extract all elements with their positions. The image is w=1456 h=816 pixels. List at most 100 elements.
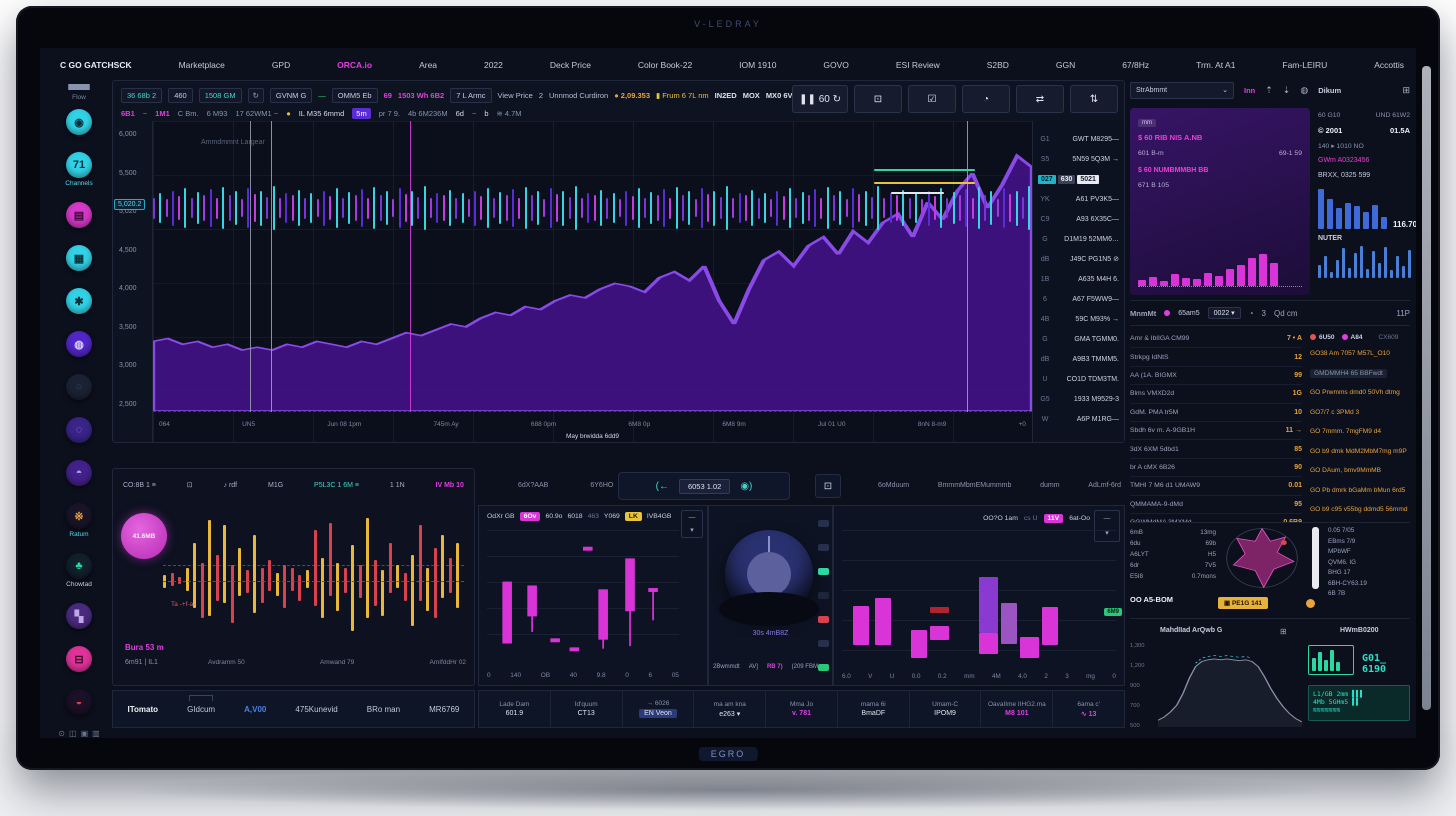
rail-icon[interactable]: ▤	[66, 202, 92, 228]
indicator-pill[interactable]	[818, 520, 829, 527]
toolbar-chip[interactable]: ● 2,09.353	[614, 90, 650, 100]
nav-item[interactable]: Deck Price	[549, 60, 591, 70]
toolbar-chip[interactable]: ↻	[247, 87, 264, 103]
order-book-row[interactable]: W A6P M1RG—	[1033, 409, 1124, 429]
bottom-tab[interactable]: MR6769	[429, 704, 460, 714]
toolbar-button[interactable]: ☑	[908, 85, 956, 113]
order-book-row[interactable]: 6 A67 F5WW9—	[1033, 289, 1124, 309]
pager-prev-icon[interactable]: (←	[655, 480, 669, 492]
order-book-row[interactable]: G D1M19 52MM6…	[1033, 229, 1124, 249]
market-table-row[interactable]: GGWMdMA 3MXMd 0.6B9	[1130, 514, 1302, 522]
clock-icon[interactable]: ◔	[1248, 308, 1254, 318]
pager-next-icon[interactable]: ◉)	[740, 480, 753, 492]
columns-icon[interactable]: 11P	[1396, 308, 1410, 318]
market-select[interactable]: 0022 ▾	[1207, 307, 1241, 319]
toolbar-chip[interactable]: 36 68b 2	[121, 87, 163, 103]
indicator-pill[interactable]	[818, 568, 829, 575]
nav-item[interactable]: Trm. At A1	[1196, 60, 1236, 70]
order-book-row[interactable]: S5 5N59 5Q3M →	[1033, 149, 1124, 169]
nav-item[interactable]: GPD	[271, 60, 291, 70]
rail-icon[interactable]: ○	[66, 374, 92, 400]
toolbar-chip[interactable]: View Price	[497, 90, 533, 100]
toolbar-chip[interactable]: 69	[383, 90, 392, 100]
search-input[interactable]: StrAbmmt ⌄	[1130, 81, 1234, 99]
toolbar-chip[interactable]: MX0 6VB	[765, 90, 798, 100]
rail-item[interactable]: ⊟	[66, 646, 92, 674]
rail-item[interactable]: ◉	[66, 109, 92, 137]
market-table-row[interactable]: GdM. PMA tr5M 10	[1130, 404, 1302, 422]
balance-badge[interactable]: 41.6MB	[121, 513, 167, 559]
order-book-row[interactable]: C9 A93 6X35C—	[1033, 209, 1124, 229]
nav-item[interactable]: Marketplace	[178, 60, 225, 70]
market-table-row[interactable]: AA (1A. BIGMX 99	[1130, 367, 1302, 386]
indicator-pill[interactable]	[818, 640, 829, 647]
market-table-row[interactable]: Amr & IblIGA CM99 7 • A	[1130, 330, 1302, 349]
nav-item[interactable]: ESI Review	[895, 60, 940, 70]
toolbar-chip[interactable]: 2	[538, 90, 543, 100]
indicator-pill[interactable]	[818, 664, 829, 671]
pager-action-button[interactable]: ⊡	[815, 474, 841, 498]
feed-row[interactable]: GO Prwmms dmd0 50Vh dtmg	[1310, 383, 1410, 403]
market-table-row[interactable]: 3dX 6XM 5dbd1 85	[1130, 440, 1302, 459]
rail-icon[interactable]: ▚	[66, 603, 92, 629]
market-table-row[interactable]: TMHI 7 M6 d1 UMAW9 0.01	[1130, 477, 1302, 496]
order-book-row[interactable]: G1 GWT M8295—	[1033, 129, 1124, 149]
rail-item[interactable]: ▤	[66, 202, 92, 230]
rail-icon[interactable]: ✱	[66, 288, 92, 314]
bottom-tab[interactable]: GIdcum	[185, 694, 217, 718]
rail-item[interactable]: ♣ Chowtad	[66, 553, 92, 588]
nav-item[interactable]: GOVO	[823, 60, 849, 70]
feed-row[interactable]: GMDMMH4 65 BBFwdt	[1310, 364, 1410, 384]
market-table-row[interactable]: QMMAMA-9-dMd 95	[1130, 496, 1302, 514]
market-table-row[interactable]: Strkpg IdNtS 12	[1130, 348, 1302, 367]
rail-mini-icon[interactable]: ⊙	[58, 729, 65, 738]
order-book-row[interactable]: 4B 59C M93% →	[1033, 309, 1124, 329]
nav-item[interactable]: C GO GATCHSCK	[60, 60, 132, 70]
nav-item[interactable]: ORCA.io	[337, 60, 373, 70]
sidebar-magenta-link[interactable]: GWm A0323456	[1318, 157, 1370, 164]
nav-item[interactable]: Area	[419, 60, 438, 70]
toolbar-chip[interactable]: 1503 Wh 6B2	[397, 90, 445, 100]
feed-row[interactable]: GO 7mmm. 7mgFM9 d4	[1310, 422, 1410, 442]
market-mode-label[interactable]: Qd cm	[1273, 308, 1298, 318]
toolbar-chip[interactable]: IN2ED	[714, 90, 737, 100]
rail-icon[interactable]: ◒	[66, 689, 92, 715]
rail-icon[interactable]: ◌	[66, 417, 92, 443]
rail-mini-icon[interactable]: ▣	[80, 729, 89, 738]
rail-item[interactable]: ✱	[66, 288, 92, 316]
price-plot[interactable]: Ammdmmnt Largear 064 UN5 Jun 08 1pm 745m Ay…	[153, 121, 1032, 442]
rail-icon[interactable]: ◓	[66, 460, 92, 486]
order-book-row[interactable]: G GMA TGMM0.	[1033, 329, 1124, 349]
nav-item[interactable]: IOM 1910	[739, 60, 777, 70]
order-book-row[interactable]: 027 630 5021	[1033, 169, 1124, 189]
toolbar-chip[interactable]: ▮ Frum 6 7L nm	[656, 90, 709, 100]
filter-count[interactable]: 3	[1261, 308, 1266, 318]
rail-icon[interactable]: ⊟	[66, 646, 92, 672]
rail-mini-icon[interactable]: ◫	[69, 729, 77, 738]
rail-item[interactable]: ◒	[66, 689, 92, 717]
volume-header-chip[interactable]: IV Mb 10	[435, 481, 464, 489]
sort-up-icon[interactable]: ⇡	[1265, 84, 1273, 95]
volume-header-chip[interactable]: ♪ rdf	[223, 481, 238, 489]
sort-down-icon[interactable]: ⇣	[1282, 84, 1291, 95]
feed-row[interactable]: GO DAum, bmv9MmMB	[1310, 461, 1410, 481]
indicator-pill[interactable]	[818, 544, 829, 551]
rail-icon[interactable]: 71	[66, 152, 92, 178]
order-book-row[interactable]: dB A9B3 TMMM5.	[1033, 349, 1124, 369]
toolbar-chip[interactable]: —	[318, 90, 326, 100]
nav-item[interactable]: 2022	[483, 60, 503, 70]
feed-chip[interactable]: A84	[1341, 334, 1362, 341]
market-table-row[interactable]: Sbdh 6v m. A-9GB1H 11 →	[1130, 422, 1302, 441]
toolbar-chip[interactable]: MOX	[742, 90, 760, 100]
grid-icon[interactable]: ⊞	[1280, 627, 1287, 636]
rail-mini-icon[interactable]: ▥	[92, 729, 100, 738]
rail-icon[interactable]: ※	[66, 503, 92, 529]
volume-header-chip[interactable]: ⊡	[186, 482, 193, 489]
market-table-row[interactable]: Blms VMXD2d 1G	[1130, 385, 1302, 404]
rail-item[interactable]: ※ Ratum	[66, 503, 92, 538]
toolbar-button[interactable]: ⊡	[854, 85, 902, 113]
bottom-tab[interactable]: A,V00	[244, 704, 267, 714]
rail-item[interactable]: ◍	[66, 331, 92, 359]
alert-pill[interactable]: ▣ PE1G 141	[1218, 597, 1268, 609]
toolbar-chip[interactable]: 460	[168, 87, 193, 103]
